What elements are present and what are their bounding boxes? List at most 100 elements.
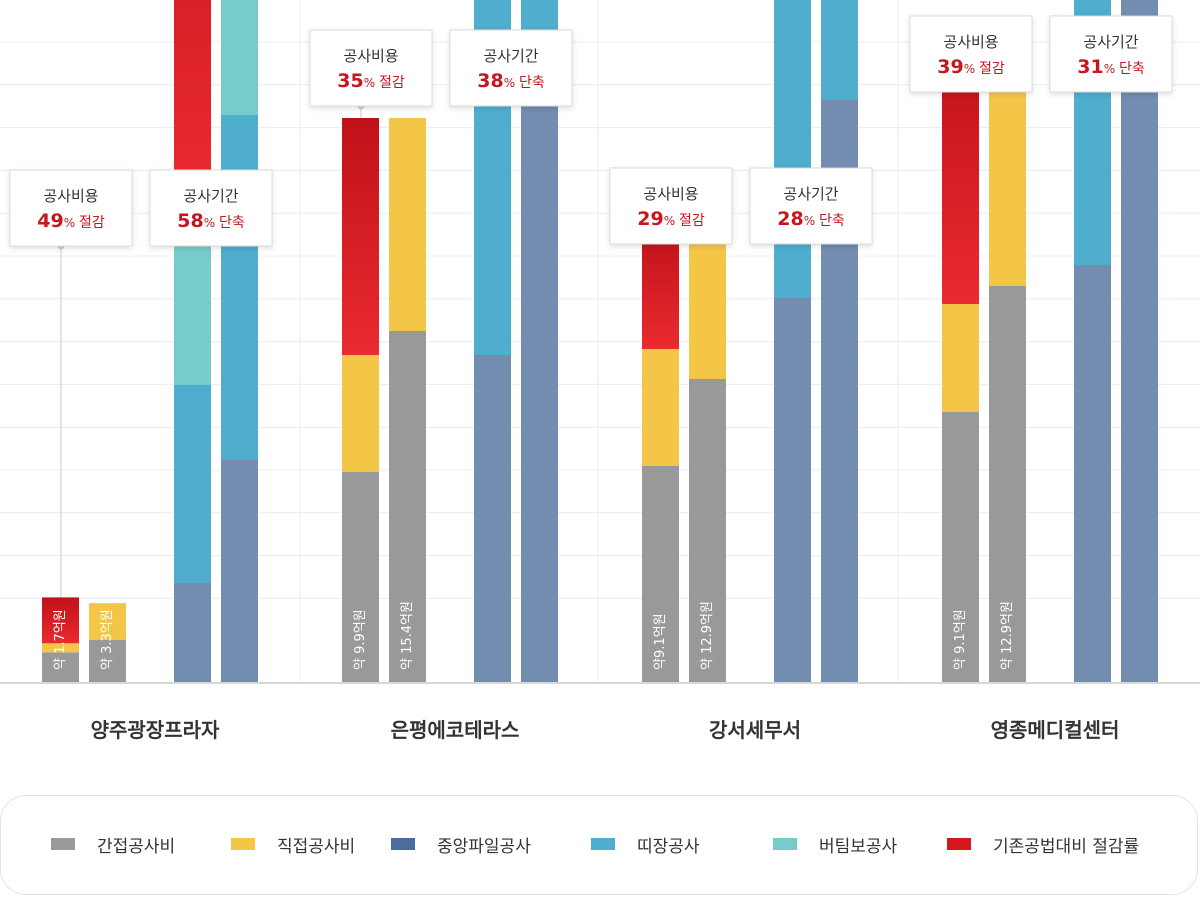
cost-bar-1-direct-segment <box>342 355 379 472</box>
legend-label: 중앙파일공사 <box>437 836 531 857</box>
period-bar-2-brace-segment <box>221 0 258 115</box>
period-callout-word: 단축 <box>1119 61 1145 77</box>
cost-callout-number: 49 <box>37 210 63 232</box>
legend-item-saving: 기존공법대비 절감률 <box>947 832 1139 857</box>
period-bar-1-strip-segment <box>774 0 811 298</box>
cost-bar-1-label: 약9.1억원 <box>653 613 668 670</box>
period-callout-title: 공사기간 <box>1083 33 1138 51</box>
legend-swatch-brace <box>773 838 797 850</box>
legend-label: 간접공사비 <box>97 836 176 857</box>
cost-callout-word: 절감 <box>979 61 1005 77</box>
period-bar-2-pile-segment <box>221 460 258 682</box>
period-bar-2-pile-segment <box>521 88 558 682</box>
period-callout-value: 28% 단축 <box>777 208 845 230</box>
cost-callout-title: 공사비용 <box>643 185 698 203</box>
period-bar-1-strip-segment <box>174 385 211 583</box>
period-callout-unit: % <box>1104 62 1119 76</box>
cost-bar-2-direct-segment <box>89 603 126 640</box>
legend-item-direct: 직접공사비 <box>231 832 356 857</box>
cost-callout-value: 39% 절감 <box>937 56 1005 78</box>
cost-callout-box <box>609 167 733 245</box>
period-callout: 공사기간 58% 단축 <box>149 169 273 247</box>
cost-bar-2-label: 약 12.9억원 <box>1000 601 1015 670</box>
period-bar-2-pile-segment <box>1121 0 1158 682</box>
period-callout-box <box>149 169 273 247</box>
cost-callout-value: 29% 절감 <box>637 208 705 230</box>
cost-bar-1-saving-segment <box>42 597 79 644</box>
period-bar-1-pile-segment <box>1074 265 1111 682</box>
cost-callout-word: 절감 <box>379 75 405 91</box>
period-callout-unit: % <box>804 214 819 228</box>
cost-bar-1-saving-segment <box>642 229 679 349</box>
cost-callout-unit: % <box>64 216 79 230</box>
cost-callout-word: 절감 <box>679 213 705 229</box>
legend-item-indirect: 간접공사비 <box>51 832 176 857</box>
cost-bar-1-indirect-segment <box>42 652 79 682</box>
group-label: 양주광장프라자 <box>91 718 220 742</box>
legend-label: 직접공사비 <box>277 836 356 857</box>
legend-swatch-indirect <box>51 838 75 850</box>
period-callout-box <box>749 167 873 245</box>
cost-bar-1-indirect-segment <box>942 412 979 682</box>
cost-callout-number: 39 <box>937 56 963 78</box>
cost-callout-title: 공사비용 <box>343 47 398 65</box>
period-callout-value: 31% 단축 <box>1077 56 1145 78</box>
legend-label: 띠장공사 <box>637 836 700 857</box>
period-callout-word: 단축 <box>819 213 845 229</box>
cost-bar-1-saving-segment <box>342 118 379 355</box>
cost-bar-1-direct-segment <box>42 643 79 653</box>
legend-swatch-direct <box>231 838 255 850</box>
legend-swatch-saving <box>947 838 971 850</box>
legend-item-pile: 중앙파일공사 <box>391 832 531 857</box>
period-callout-box <box>1049 15 1173 93</box>
cost-bar-2-indirect-segment <box>89 639 126 682</box>
period-callout: 공사기간 38% 단축 <box>449 29 573 107</box>
cost-bar-1-label: 약 1.7억원 <box>53 609 68 670</box>
period-callout-word: 단축 <box>519 75 545 91</box>
period-callout-title: 공사기간 <box>483 47 538 65</box>
cost-callout-unit: % <box>964 62 979 76</box>
cost-bar-1-indirect-segment <box>642 466 679 682</box>
cost-bar-1-label: 약 9.1억원 <box>953 609 968 670</box>
cost-bar-2-direct-segment <box>389 118 426 331</box>
cost-callout-value: 49% 절감 <box>37 210 105 232</box>
cost-callout-box <box>909 15 1033 93</box>
cost-bar-2-indirect-segment <box>689 379 726 682</box>
period-bar-2-strip-segment <box>221 115 258 460</box>
period-callout-number: 28 <box>777 208 803 230</box>
period-callout-number: 38 <box>477 70 503 92</box>
cost-bar-2-label: 약 12.9억원 <box>700 601 715 670</box>
cost-callout: 공사비용 49% 절감 <box>9 169 133 247</box>
cost-callout-number: 35 <box>337 70 363 92</box>
period-callout: 공사기간 28% 단축 <box>749 167 873 245</box>
legend-swatch-pile <box>391 838 415 850</box>
period-bar-1-saving-segment <box>174 0 211 187</box>
period-callout-box <box>449 29 573 107</box>
cost-callout-box <box>9 169 133 247</box>
cost-callout-unit: % <box>364 76 379 90</box>
cost-bar-2-indirect-segment <box>389 331 426 682</box>
period-bar-1-pile-segment <box>474 355 511 682</box>
period-callout-unit: % <box>204 216 219 230</box>
cost-bar-2-label: 약 3.3억원 <box>100 609 115 670</box>
cost-callout-unit: % <box>664 214 679 228</box>
period-callout-word: 단축 <box>219 215 245 231</box>
cost-bar-2-label: 약 15.4억원 <box>400 601 415 670</box>
group-label: 영종메디컬센터 <box>991 718 1120 742</box>
period-callout: 공사기간 31% 단축 <box>1049 15 1173 93</box>
period-callout-title: 공사기간 <box>183 187 238 205</box>
cost-callout-word: 절감 <box>79 215 105 231</box>
period-callout-value: 38% 단축 <box>477 70 545 92</box>
period-bar-1-pile-segment <box>774 298 811 682</box>
period-callout-title: 공사기간 <box>783 185 838 203</box>
period-bar-2-strip-segment <box>821 0 858 100</box>
cost-bar-1-label: 약 9.9억원 <box>353 609 368 670</box>
legend-label: 버팀보공사 <box>819 836 898 857</box>
group-labels: 양주광장프라자 은평에코테라스 강서세무서 영종메디컬센터 <box>91 718 1120 742</box>
legend: 간접공사비 직접공사비 중앙파일공사 띠장공사 버팀보공사 기존공법대비 절감률 <box>0 795 1198 895</box>
cost-callout: 공사비용 35% 절감 <box>309 29 433 107</box>
legend-item-strip: 띠장공사 <box>591 832 700 857</box>
legend-item-brace: 버팀보공사 <box>773 832 898 857</box>
